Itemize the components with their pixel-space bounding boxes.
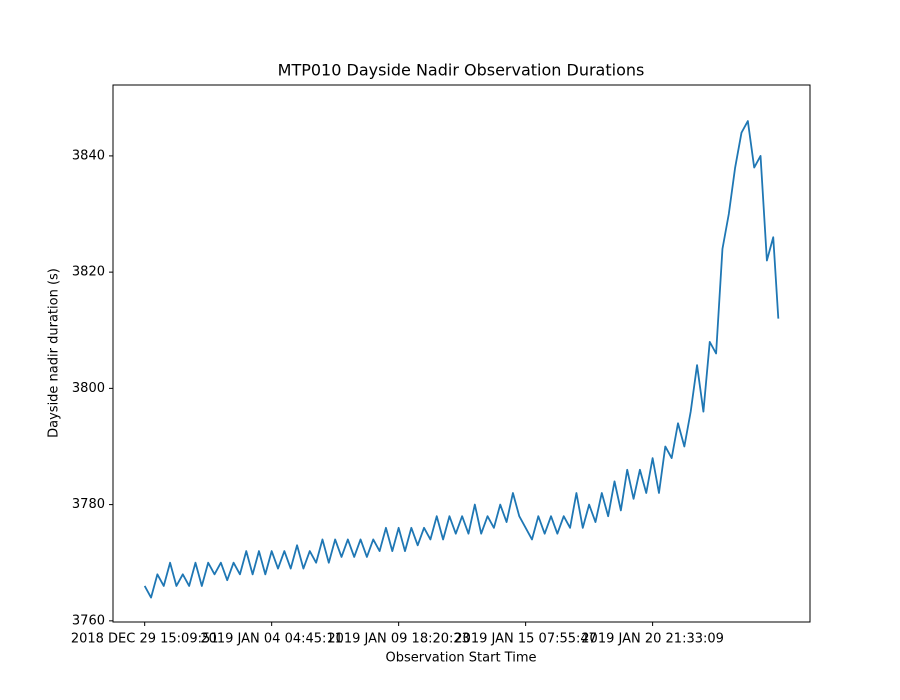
y-axis-label: Dayside nadir duration (s) [47, 268, 62, 438]
y-tick-label: 3840 [72, 148, 105, 163]
x-tick-label: 2018 DEC 29 15:09:51 [71, 632, 219, 647]
data-line [143, 120, 780, 599]
x-tick-label: 2019 JAN 15 07:55:47 [454, 632, 597, 647]
y-tick-label: 3800 [72, 381, 105, 396]
x-axis-label: Observation Start Time [386, 651, 537, 666]
y-tick-label: 3820 [72, 265, 105, 280]
x-tick-label: 2019 JAN 20 21:33:09 [581, 632, 724, 647]
y-tick-label: 3780 [72, 497, 105, 512]
x-tick-label: 2019 JAN 04 04:45:11 [200, 632, 343, 647]
plot-frame [112, 84, 811, 623]
x-tick-label: 2019 JAN 09 18:20:23 [327, 632, 470, 647]
chart-title: MTP010 Dayside Nadir Observation Duratio… [278, 61, 645, 80]
y-tick-label: 3760 [72, 613, 105, 628]
